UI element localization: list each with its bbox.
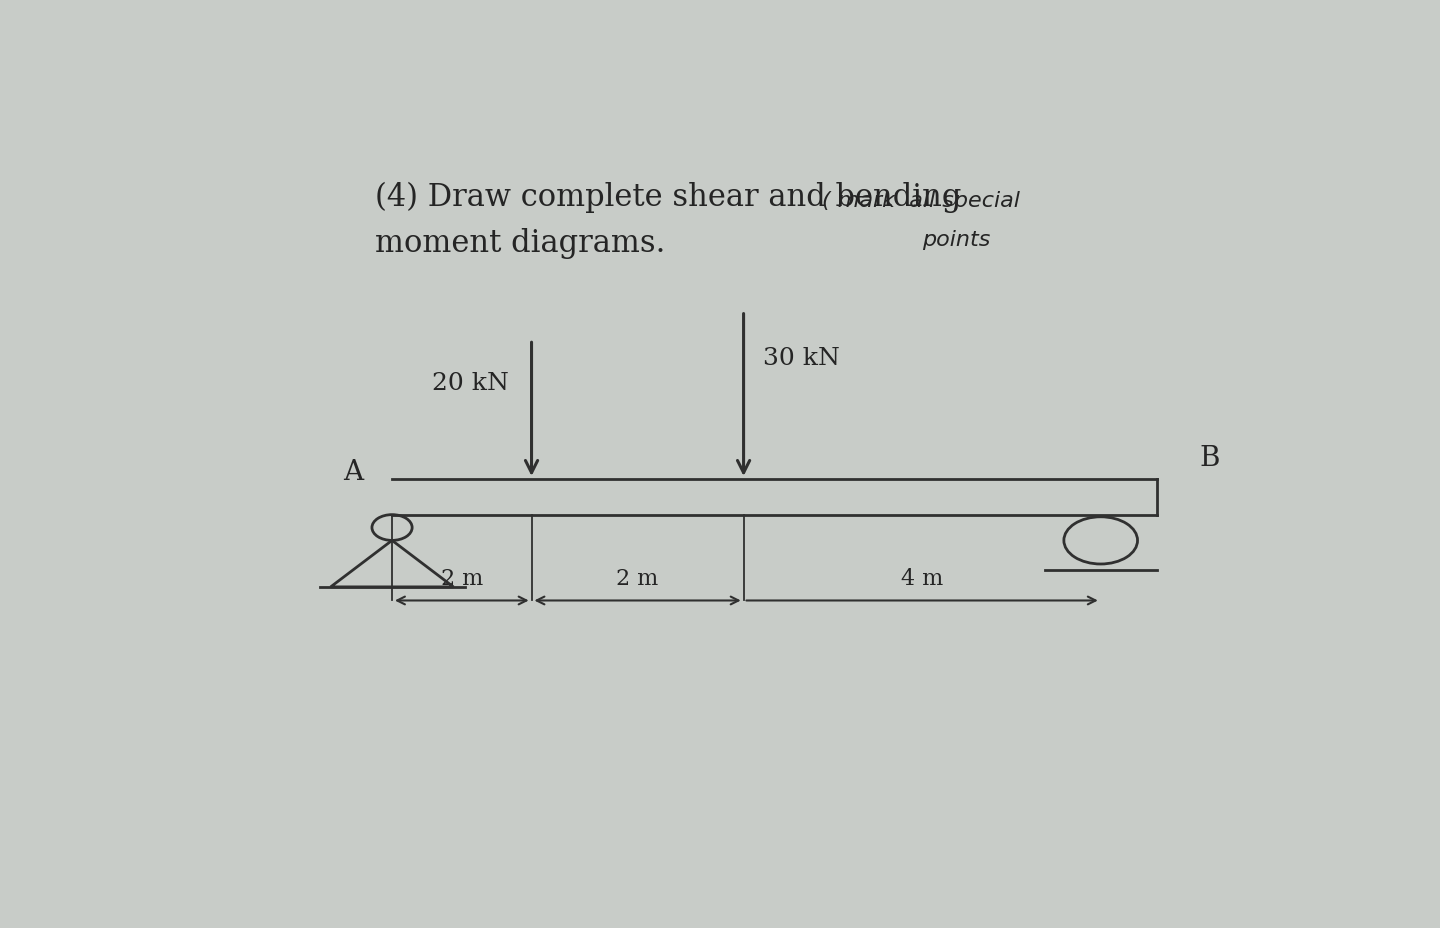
Text: points: points (922, 230, 991, 250)
Text: 4 m: 4 m (901, 567, 943, 589)
Text: moment diagrams.: moment diagrams. (376, 228, 665, 259)
Text: 2 m: 2 m (616, 567, 658, 589)
Text: (4) Draw complete shear and bending: (4) Draw complete shear and bending (376, 182, 962, 213)
Text: 30 kN: 30 kN (763, 346, 840, 369)
Text: B: B (1200, 445, 1220, 471)
Text: 20 kN: 20 kN (432, 371, 508, 394)
Text: ( mark  all special: ( mark all special (822, 190, 1020, 211)
Text: A: A (343, 458, 363, 485)
Text: 2 m: 2 m (441, 567, 482, 589)
